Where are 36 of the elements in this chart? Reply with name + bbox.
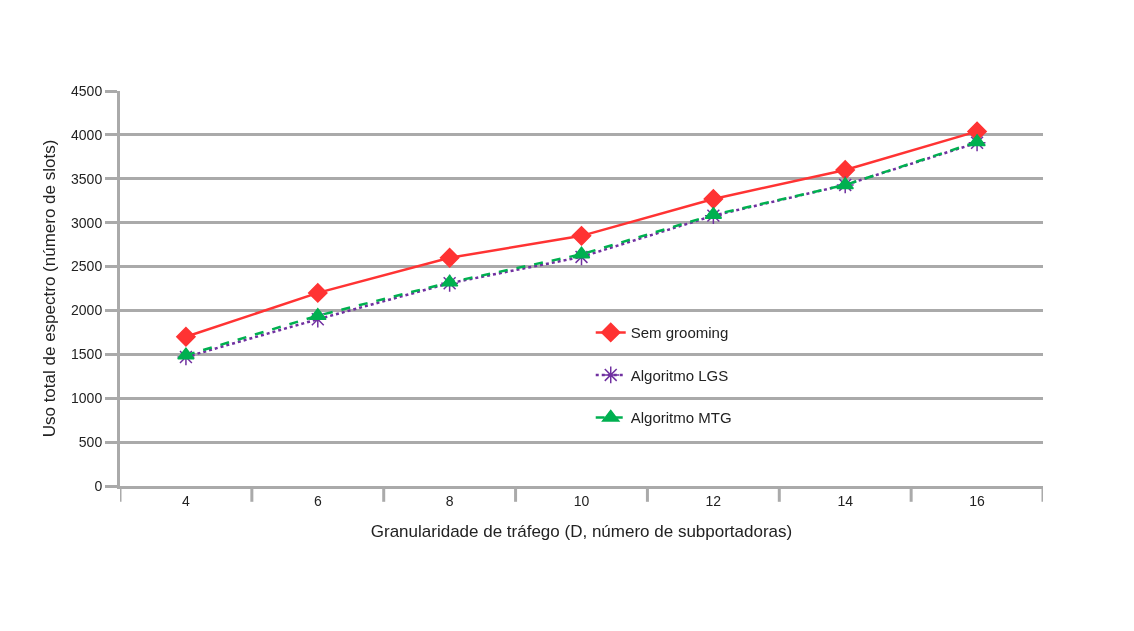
point (176, 347, 196, 367)
point (177, 347, 195, 360)
point (836, 175, 855, 195)
y-tick-label: 2500 (71, 258, 103, 275)
x-tick-label: 12 (705, 492, 722, 509)
y-tick-label: 1500 (71, 346, 103, 363)
x-tick-label: 8 (445, 492, 454, 509)
x-tick-label: 6 (313, 492, 322, 509)
y-tick-label: 3000 (71, 214, 103, 231)
point (968, 134, 986, 147)
point (967, 133, 987, 152)
point (308, 310, 327, 329)
y-tick-label: 2000 (71, 302, 103, 319)
x-tick-label: 4 (182, 492, 191, 509)
y-tick-label: 0 (94, 477, 103, 494)
y-tick-label: 1000 (71, 390, 103, 407)
point (835, 160, 856, 180)
legend-label: Algoritmo LGS (630, 366, 729, 384)
x-axis-title: Granularidade de tráfego (D, número de subportadoras) (370, 522, 793, 542)
legend-label: Algoritmo MTG (630, 409, 732, 427)
point (176, 326, 196, 347)
point (704, 206, 723, 225)
point (307, 283, 328, 303)
x-tick-label: 16 (969, 492, 986, 509)
y-tick-label: 500 (78, 434, 103, 451)
y-axis-title: Uso total de espectro (número de slots) (39, 139, 59, 438)
legend-label: Sem grooming (630, 324, 729, 342)
y-tick-label: 4500 (71, 82, 103, 99)
point (703, 189, 724, 209)
y-tick-label: 3500 (71, 170, 103, 187)
point (439, 247, 460, 268)
x-tick-label: 10 (573, 492, 590, 509)
x-tick-label: 14 (837, 492, 854, 509)
y-tick-label: 4000 (71, 126, 103, 143)
point (571, 225, 592, 246)
point (440, 274, 459, 293)
